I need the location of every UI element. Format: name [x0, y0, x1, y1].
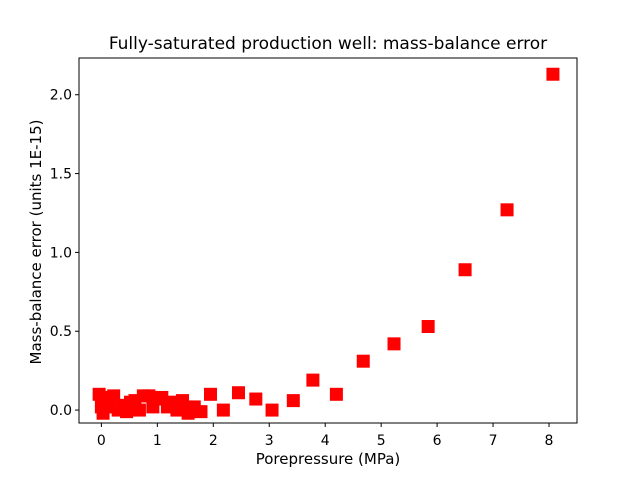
data-point	[306, 373, 320, 387]
x-tick-label: 2	[209, 433, 218, 449]
x-tick-label: 1	[153, 433, 162, 449]
y-tick-label: 0.5	[50, 324, 72, 340]
data-point	[356, 354, 370, 368]
x-tick-label: 3	[265, 433, 274, 449]
y-axis-label: Mass-balance error (units 1E-15)	[27, 120, 45, 365]
data-point	[249, 392, 263, 406]
x-tick-label: 0	[97, 433, 106, 449]
x-tick-label: 5	[377, 433, 386, 449]
data-point	[329, 387, 343, 401]
data-point	[176, 394, 190, 408]
y-tick-label: 1.5	[50, 167, 72, 183]
y-tick-label: 2.0	[50, 88, 72, 104]
x-tick-label: 7	[489, 433, 498, 449]
data-point	[132, 403, 146, 417]
y-tick-label: 0.0	[50, 403, 72, 419]
data-point	[286, 394, 300, 408]
data-point	[265, 403, 279, 417]
x-tick-label: 8	[545, 433, 554, 449]
y-tick-label: 1.0	[50, 245, 72, 261]
data-point	[546, 67, 560, 81]
data-point	[216, 403, 230, 417]
data-point	[421, 320, 435, 334]
data-point	[500, 203, 514, 217]
data-point	[203, 387, 217, 401]
x-axis-ticks: 0 1 2 3 4 5 6 7 8	[97, 423, 554, 449]
x-axis-label: Porepressure (MPa)	[256, 450, 401, 468]
x-tick-label: 4	[321, 433, 330, 449]
plot-frame	[78, 57, 578, 424]
data-point	[194, 405, 208, 419]
data-point	[231, 386, 245, 400]
data-point	[458, 263, 472, 277]
x-tick-label: 6	[433, 433, 442, 449]
scatter-points	[92, 67, 560, 420]
y-axis-ticks: 0.0 0.5 1.0 1.5 2.0	[50, 88, 79, 419]
chart-title: Fully-saturated production well: mass-ba…	[109, 34, 547, 54]
data-point	[387, 337, 401, 351]
